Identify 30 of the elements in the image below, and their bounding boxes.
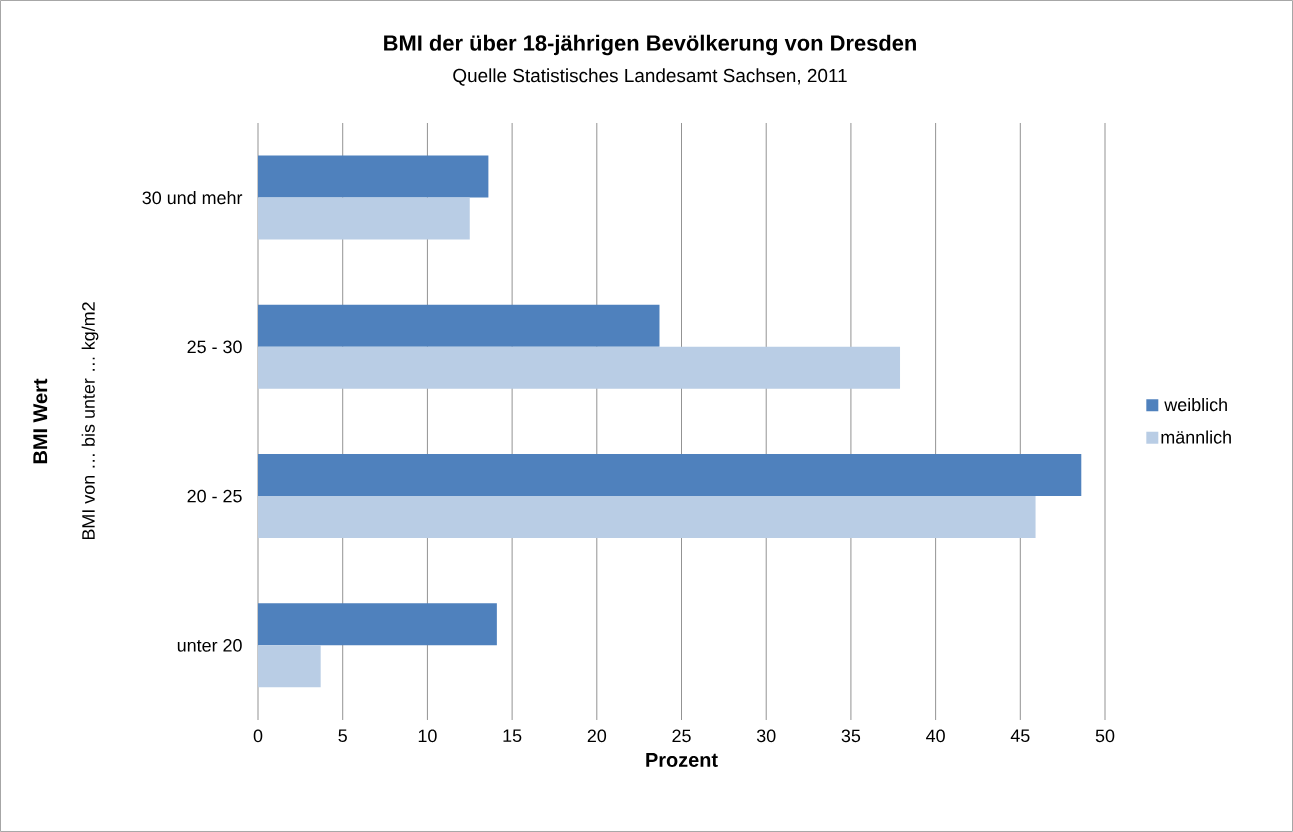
y-tick-label: 25 - 30	[187, 340, 242, 354]
legend-label: männlich	[1161, 430, 1231, 444]
x-tick-label: 25	[672, 729, 691, 743]
x-tick-label: 15	[503, 729, 522, 743]
bar	[258, 603, 497, 646]
x-tick-label: 45	[1010, 729, 1030, 743]
x-tick-label: 0	[253, 729, 263, 743]
bar	[258, 304, 660, 347]
x-tick-label: 35	[841, 729, 861, 743]
bar	[258, 197, 470, 240]
bar	[258, 454, 1082, 497]
legend-label: weiblich	[1164, 398, 1227, 412]
x-tick-label: 40	[926, 729, 945, 743]
text: BMI von … bis unter … kg/m2	[81, 302, 99, 540]
x-tick-label: 20	[587, 729, 607, 743]
x-tick-label: 5	[338, 729, 347, 743]
bar	[258, 645, 321, 688]
x-tick-label: 10	[418, 729, 437, 743]
chart-title: BMI der über 18-jährigen Bevölkerung von Dresden	[384, 34, 916, 56]
y-tick-label: 20 - 25	[187, 489, 242, 503]
bar	[258, 496, 1036, 539]
x-tick-label: 50	[1095, 729, 1115, 743]
y-tick-label: unter 20	[177, 639, 242, 652]
y-axis-title: BMI Wert	[33, 378, 48, 464]
chart-subtitle: Quelle Statistisches Landesamt Sachsen, 2011	[453, 68, 847, 86]
bar	[258, 346, 901, 389]
y-tick-label: 30 und mehr	[142, 191, 243, 205]
x-axis-title: Prozent	[646, 753, 718, 767]
x-tick-label: 30	[756, 729, 776, 743]
bar	[258, 155, 489, 198]
